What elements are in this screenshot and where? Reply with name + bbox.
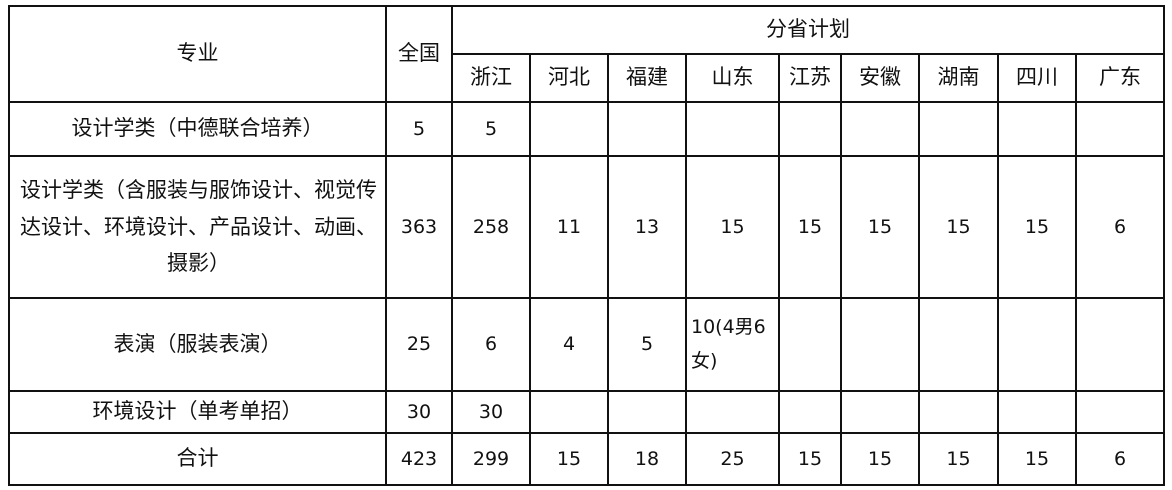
province-cell: 15 (918, 155, 999, 299)
table-row: 环境设计（单考单招） 30 30 (8, 390, 1165, 434)
major-cell: 表演（服装表演） (8, 297, 387, 392)
province-cell (1075, 101, 1165, 157)
province-cell (1075, 297, 1165, 392)
header-province: 安徽 (840, 53, 920, 103)
province-cell (529, 390, 609, 434)
header-province: 四川 (997, 53, 1077, 103)
national-cell: 423 (385, 432, 453, 486)
province-cell: 5 (607, 297, 687, 392)
header-province: 河北 (529, 53, 609, 103)
header-province: 浙江 (451, 53, 531, 103)
province-cell: 4 (529, 297, 609, 392)
major-cell: 环境设计（单考单招） (8, 390, 387, 434)
major-cell: 设计学类（含服装与服饰设计、视觉传达设计、环境设计、产品设计、动画、摄影） (8, 155, 387, 299)
province-cell (529, 101, 609, 157)
province-cell (918, 390, 999, 434)
header-province: 湖南 (918, 53, 999, 103)
province-cell: 15 (778, 432, 842, 486)
province-cell: 15 (685, 155, 780, 299)
header-major: 专业 (8, 5, 387, 103)
province-cell (918, 101, 999, 157)
province-cell (918, 297, 999, 392)
province-cell (997, 390, 1077, 434)
province-cell (1075, 390, 1165, 434)
province-cell (607, 101, 687, 157)
major-cell: 合计 (8, 432, 387, 486)
header-province: 山东 (685, 53, 780, 103)
header-province: 江苏 (778, 53, 842, 103)
header-province: 福建 (607, 53, 687, 103)
table-row: 设计学类（含服装与服饰设计、视觉传达设计、环境设计、产品设计、动画、摄影） 363… (8, 155, 1165, 299)
province-cell: 299 (451, 432, 531, 486)
enrollment-plan-table: 专业 全国 分省计划 浙江 河北 福建 山东 江苏 安徽 湖南 四川 广东 设计学类（中德联合培… (8, 5, 1165, 486)
header-national: 全国 (385, 5, 453, 103)
major-cell: 设计学类（中德联合培养） (8, 101, 387, 157)
province-cell (840, 390, 920, 434)
province-cell: 6 (1075, 155, 1165, 299)
province-cell: 15 (997, 155, 1077, 299)
header-province: 广东 (1075, 53, 1165, 103)
province-cell: 15 (840, 432, 920, 486)
province-cell (997, 101, 1077, 157)
province-cell (997, 297, 1077, 392)
table-row: 表演（服装表演） 25 6 4 5 10(4男6女) (8, 297, 1165, 392)
national-cell: 25 (385, 297, 453, 392)
province-cell (778, 101, 842, 157)
province-cell: 10(4男6女) (685, 297, 780, 392)
province-cell: 18 (607, 432, 687, 486)
province-cell: 15 (778, 155, 842, 299)
province-cell: 5 (451, 101, 531, 157)
table-row: 合计 423 299 15 18 25 15 15 15 15 6 (8, 432, 1165, 486)
table-row: 设计学类（中德联合培养） 5 5 (8, 101, 1165, 157)
province-cell: 15 (529, 432, 609, 486)
province-cell (778, 390, 842, 434)
header-province-plan: 分省计划 (451, 5, 1165, 55)
province-cell: 15 (918, 432, 999, 486)
province-cell: 6 (451, 297, 531, 392)
province-cell: 13 (607, 155, 687, 299)
province-cell (778, 297, 842, 392)
province-cell (840, 101, 920, 157)
province-cell (840, 297, 920, 392)
province-cell: 6 (1075, 432, 1165, 486)
province-cell: 30 (451, 390, 531, 434)
province-cell: 15 (997, 432, 1077, 486)
national-cell: 363 (385, 155, 453, 299)
header-row: 专业 全国 分省计划 (8, 5, 1165, 103)
province-cell (685, 101, 780, 157)
province-cell (685, 390, 780, 434)
province-cell: 258 (451, 155, 531, 299)
national-cell: 30 (385, 390, 453, 434)
province-cell: 15 (840, 155, 920, 299)
national-cell: 5 (385, 101, 453, 157)
province-cell: 11 (529, 155, 609, 299)
province-cell (607, 390, 687, 434)
province-cell: 25 (685, 432, 780, 486)
province-header-row: 浙江 河北 福建 山东 江苏 安徽 湖南 四川 广东 (9, 53, 1165, 103)
